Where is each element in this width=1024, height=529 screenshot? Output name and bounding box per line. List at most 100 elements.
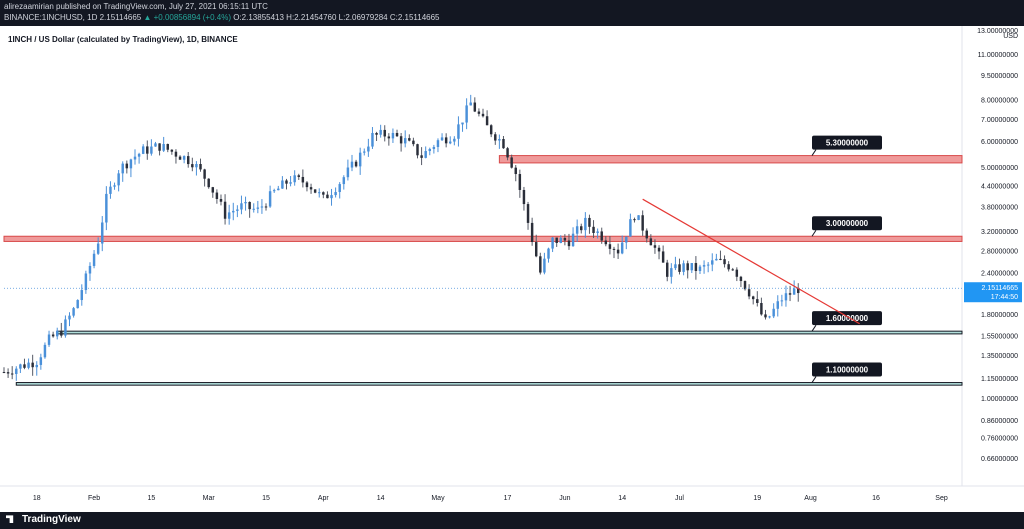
candle-body[interactable] (719, 258, 722, 260)
candle-body[interactable] (346, 167, 350, 178)
candle-body[interactable] (322, 192, 325, 195)
candle-body[interactable] (756, 299, 759, 303)
candle-body[interactable] (751, 296, 755, 300)
candle-body[interactable] (158, 143, 161, 151)
candle-body[interactable] (293, 175, 296, 183)
candle-body[interactable] (555, 237, 558, 243)
candle-body[interactable] (678, 264, 681, 272)
candle-body[interactable] (760, 302, 763, 315)
candle-body[interactable] (461, 122, 464, 125)
candle-body[interactable] (141, 146, 145, 154)
candle-body[interactable] (162, 144, 165, 151)
candle-body[interactable] (666, 262, 669, 277)
candle-body[interactable] (518, 174, 522, 190)
candle-body[interactable] (633, 219, 636, 221)
candle-body[interactable] (449, 141, 452, 144)
candle-body[interactable] (272, 190, 276, 192)
candle-body[interactable] (629, 219, 632, 237)
candle-body[interactable] (199, 163, 202, 170)
candle-body[interactable] (453, 138, 456, 142)
candle-body[interactable] (772, 308, 775, 317)
candle-body[interactable] (219, 198, 223, 202)
candle-body[interactable] (318, 192, 321, 194)
candle-body[interactable] (416, 144, 419, 156)
candle-body[interactable] (326, 194, 329, 199)
descending-trendline[interactable] (642, 198, 860, 325)
candle-body[interactable] (735, 269, 739, 277)
candle-body[interactable] (51, 334, 55, 337)
candle-body[interactable] (223, 201, 227, 219)
candle-body[interactable] (706, 264, 710, 266)
candle-body[interactable] (354, 161, 358, 167)
candle-body[interactable] (645, 230, 648, 239)
candle-body[interactable] (723, 259, 726, 265)
candle-body[interactable] (522, 189, 526, 205)
candle-body[interactable] (27, 362, 30, 368)
candle-body[interactable] (510, 157, 513, 168)
candle-body[interactable] (182, 156, 186, 160)
candle-body[interactable] (702, 265, 706, 267)
candle-body[interactable] (715, 258, 718, 261)
chart-area[interactable]: 1INCH / US Dollar (calculated by Trading… (0, 26, 1024, 512)
candle-body[interactable] (428, 148, 432, 152)
candle-body[interactable] (55, 330, 59, 337)
candle-body[interactable] (768, 316, 771, 318)
candle-body[interactable] (248, 201, 251, 210)
candle-body[interactable] (776, 301, 779, 309)
candle-body[interactable] (473, 102, 477, 112)
candle-body[interactable] (375, 132, 378, 135)
candle-body[interactable] (575, 226, 579, 234)
tradingview-brand[interactable]: TradingView (6, 514, 81, 525)
candle-body[interactable] (187, 156, 190, 165)
candle-body[interactable] (661, 251, 665, 263)
support-line[interactable] (56, 330, 963, 335)
candle-body[interactable] (64, 319, 67, 336)
candle-body[interactable] (174, 151, 178, 157)
level-callout-box[interactable] (812, 135, 882, 150)
candle-body[interactable] (551, 237, 554, 249)
candle-body[interactable] (670, 268, 673, 277)
candle-body[interactable] (600, 231, 603, 241)
candle-body[interactable] (268, 191, 272, 207)
candle-body[interactable] (309, 187, 313, 190)
candle-body[interactable] (682, 263, 685, 272)
support-line[interactable] (15, 382, 963, 386)
candle-body[interactable] (539, 256, 542, 273)
candle-body[interactable] (105, 193, 108, 223)
candle-body[interactable] (281, 180, 284, 189)
candle-body[interactable] (240, 203, 243, 210)
candle-body[interactable] (534, 242, 538, 257)
resistance-zone[interactable] (498, 155, 963, 164)
candle-body[interactable] (150, 146, 153, 154)
candle-body[interactable] (342, 177, 346, 185)
candle-body[interactable] (88, 265, 92, 274)
candle-body[interactable] (166, 144, 169, 150)
candle-body[interactable] (383, 129, 386, 137)
level-callout-box[interactable] (812, 362, 882, 377)
candle-body[interactable] (547, 248, 550, 259)
candle-body[interactable] (379, 129, 382, 135)
candle-body[interactable] (584, 217, 587, 231)
candle-body[interactable] (506, 148, 509, 158)
candle-body[interactable] (125, 163, 129, 169)
candle-body[interactable] (731, 269, 734, 271)
candle-body[interactable] (92, 253, 96, 266)
candle-body[interactable] (19, 364, 22, 369)
candle-body[interactable] (563, 237, 567, 241)
candle-body[interactable] (301, 176, 305, 183)
candle-body[interactable] (96, 243, 100, 254)
candle-body[interactable] (297, 175, 300, 177)
candle-body[interactable] (285, 180, 288, 184)
candle-body[interactable] (485, 116, 489, 126)
candle-body[interactable] (784, 293, 788, 301)
candle-body[interactable] (334, 192, 337, 196)
candle-body[interactable] (420, 155, 423, 158)
candle-body[interactable] (178, 156, 182, 160)
candle-body[interactable] (207, 178, 210, 188)
candle-body[interactable] (10, 373, 14, 375)
candle-body[interactable] (399, 136, 403, 144)
candle-body[interactable] (649, 238, 653, 246)
candle-body[interactable] (6, 372, 10, 374)
candle-body[interactable] (215, 192, 219, 199)
candle-body[interactable] (244, 201, 247, 204)
